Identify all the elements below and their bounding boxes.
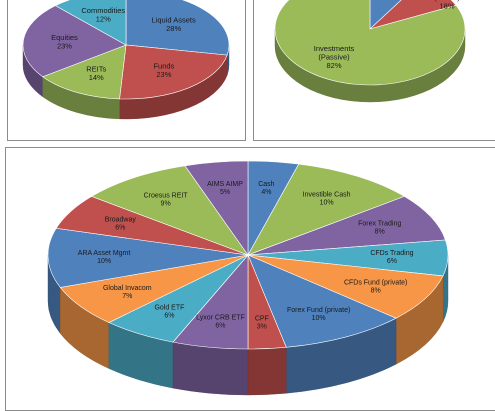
holdings-slice [90,165,249,256]
data-label-gold-etf: Gold ETF 6% [154,305,184,320]
pie-chart-holdings: Cash 4% Investible Cash 10% Forex Trading 8% C… [47,160,449,396]
data-label-ara-asset-mgmt: ARA Asset Mgmt 10% [78,250,131,265]
data-label-aims-aimp: AIMS AIMP 5% [207,181,243,196]
holdings-slice [47,227,249,288]
data-label-cash: Cash 4% [258,181,274,196]
data-label-cfds-fund-private: CFDs Fund (private) 8% [344,279,407,294]
data-label-cfds-trading: CFDs Trading 6% [370,250,413,265]
chart-panel-asset-allocation: Liquid Assets 28% Funds 23% REITs 14% Equities… [7,0,246,141]
asset-allocation-slice [125,0,230,56]
data-label-broadway: Broadway 6% [105,217,137,232]
investment-style-slice [274,0,466,86]
data-label-croesus-reit: Croesus REIT 9% [144,192,189,207]
data-label-cpf: CPF 3% [255,315,269,330]
asset-allocation-slice [54,0,127,46]
data-label-investments-passive: Investments (Passive) 82% [314,44,355,70]
asset-allocation-slice [42,44,127,100]
pie-chart-asset-allocation: Liquid Assets 28% Funds 23% REITs 14% Equities… [22,0,230,120]
holdings-slice-side [247,347,287,396]
holdings-slice [247,254,444,319]
holdings-slice [247,254,397,348]
holdings-slice [184,160,249,256]
data-label-investible-cash: Investible Cash 10% [303,191,351,206]
data-label-investments-active: (Active)18% [434,0,460,11]
holdings-slice [247,196,446,256]
data-label-reits: REITs 14% [86,64,106,82]
data-label-forex-trading: Forex Trading 8% [358,221,401,236]
data-label-commodities: Commodities 12% [81,6,125,24]
chart-panel-investment-style: (Active)18% Investments(Passive)82% [253,0,495,141]
data-label-equities: Equities 23% [51,33,78,51]
holdings-slice [247,163,406,256]
asset-allocation-slice [22,5,127,78]
data-label-forex-fund-private: Forex Fund (private) 10% [287,307,350,322]
data-label-funds: Funds 23% [153,62,174,80]
data-label-liquid-assets: Liquid Assets 28% [152,15,196,33]
data-label-lyxor-crb-etf: Lyxor CRB ETF 6% [196,314,245,329]
holdings-slice-side [172,341,249,396]
data-label-global-invacom: Global Invacom 7% [103,285,152,300]
pie-chart-investment-style: (Active)18% Investments(Passive)82% [274,0,466,103]
chart-panel-holdings: Cash 4% Investible Cash 10% Forex Trading 8% C… [5,147,495,411]
investment-style-slice [369,0,402,30]
asset-allocation-slice [119,44,228,100]
